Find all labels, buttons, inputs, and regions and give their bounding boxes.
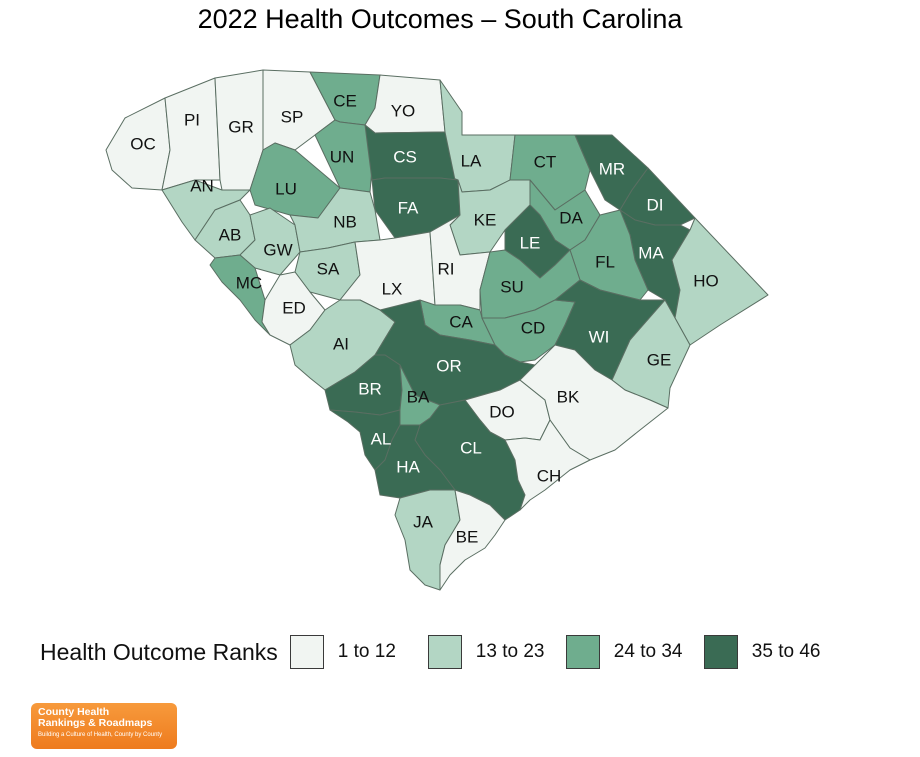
county-label-ba: BA (407, 387, 430, 406)
legend-label-1: 1 to 12 (337, 641, 396, 662)
county-label-mc: MC (236, 273, 262, 292)
county-label-ct: CT (534, 152, 557, 171)
county-label-le: LE (520, 233, 541, 252)
county-label-cd: CD (521, 318, 546, 337)
south-carolina-county-map: OC PI GR SP CE YO LA CT MR DI AN LU UN CS FA KE DA LE MA FL… (105, 69, 769, 591)
county-ch (504, 419, 591, 511)
county-label-ab: AB (219, 225, 242, 244)
county-label-pi: PI (184, 110, 200, 129)
county-label-gw: GW (263, 240, 292, 259)
county-health-rankings-logo: County Health Rankings & Roadmaps Buildi… (31, 703, 177, 749)
legend-item-2: 13 to 23 (427, 635, 552, 669)
county-label-ge: GE (647, 350, 672, 369)
county-label-gr: GR (228, 117, 254, 136)
map-title: 2022 Health Outcomes – South Carolina (197, 4, 683, 34)
county-label-ja: JA (413, 512, 434, 531)
county-label-wi: WI (589, 327, 610, 346)
county-label-ho: HO (693, 271, 719, 290)
county-label-la: LA (461, 151, 482, 170)
logo-line-2: Rankings & Roadmaps (38, 717, 153, 729)
county-label-nb: NB (333, 212, 357, 231)
legend-title: Health Outcome Ranks (40, 638, 278, 665)
legend-item-1: 1 to 12 (289, 635, 414, 669)
counties-layer (105, 69, 769, 591)
logo-tagline: Building a Culture of Health, County by … (38, 732, 163, 738)
legend-label-4: 35 to 46 (751, 641, 821, 662)
county-label-ed: ED (282, 298, 306, 317)
county-label-ri: RI (438, 259, 455, 278)
county-label-an: AN (190, 176, 214, 195)
county-label-mr: MR (599, 159, 625, 178)
county-label-cl: CL (460, 438, 482, 457)
legend-swatch-3 (565, 635, 600, 669)
county-label-sa: SA (317, 259, 340, 278)
county-pi (161, 77, 221, 191)
county-label-oc: OC (130, 134, 156, 153)
legend-item-4: 35 to 46 (703, 635, 828, 669)
county-ha (374, 424, 456, 499)
legend-label-3: 24 to 34 (613, 641, 683, 662)
county-label-or: OR (436, 356, 462, 375)
county-label-ha: HA (396, 457, 420, 476)
county-label-ce: CE (333, 91, 357, 110)
legend-swatch-4 (703, 635, 738, 669)
county-label-ch: CH (537, 466, 562, 485)
county-label-bk: BK (557, 387, 580, 406)
county-label-al: AL (371, 429, 392, 448)
county-label-ke: KE (474, 210, 497, 229)
legend-item-3: 24 to 34 (565, 635, 690, 669)
county-label-ca: CA (449, 312, 473, 331)
county-label-br: BR (358, 379, 382, 398)
legend: Health Outcome Ranks 1 to 12 13 to 23 24… (40, 632, 842, 672)
county-bk (519, 344, 669, 461)
county-label-ai: AI (333, 334, 349, 353)
county-label-fa: FA (398, 198, 419, 217)
legend-label-2: 13 to 23 (475, 641, 545, 662)
county-label-sp: SP (281, 107, 304, 126)
county-label-lu: LU (275, 179, 297, 198)
county-label-do: DO (489, 402, 515, 421)
county-label-be: BE (456, 527, 479, 546)
legend-swatch-2 (427, 635, 462, 669)
county-label-su: SU (500, 277, 524, 296)
county-label-ma: MA (638, 243, 664, 262)
county-label-yo: YO (391, 101, 416, 120)
county-label-di: DI (647, 195, 664, 214)
legend-swatch-1 (289, 635, 324, 669)
logo-line-1: County Health (38, 706, 110, 718)
labels-layer: OC PI GR SP CE YO LA CT MR DI AN LU UN CS FA KE DA LE MA FL… (130, 91, 719, 546)
county-label-da: DA (559, 208, 583, 227)
county-label-cs: CS (393, 147, 417, 166)
county-label-fl: FL (595, 252, 615, 271)
county-be (439, 489, 506, 591)
county-ho (671, 217, 769, 346)
county-label-un: UN (330, 147, 355, 166)
county-label-lx: LX (382, 279, 403, 298)
